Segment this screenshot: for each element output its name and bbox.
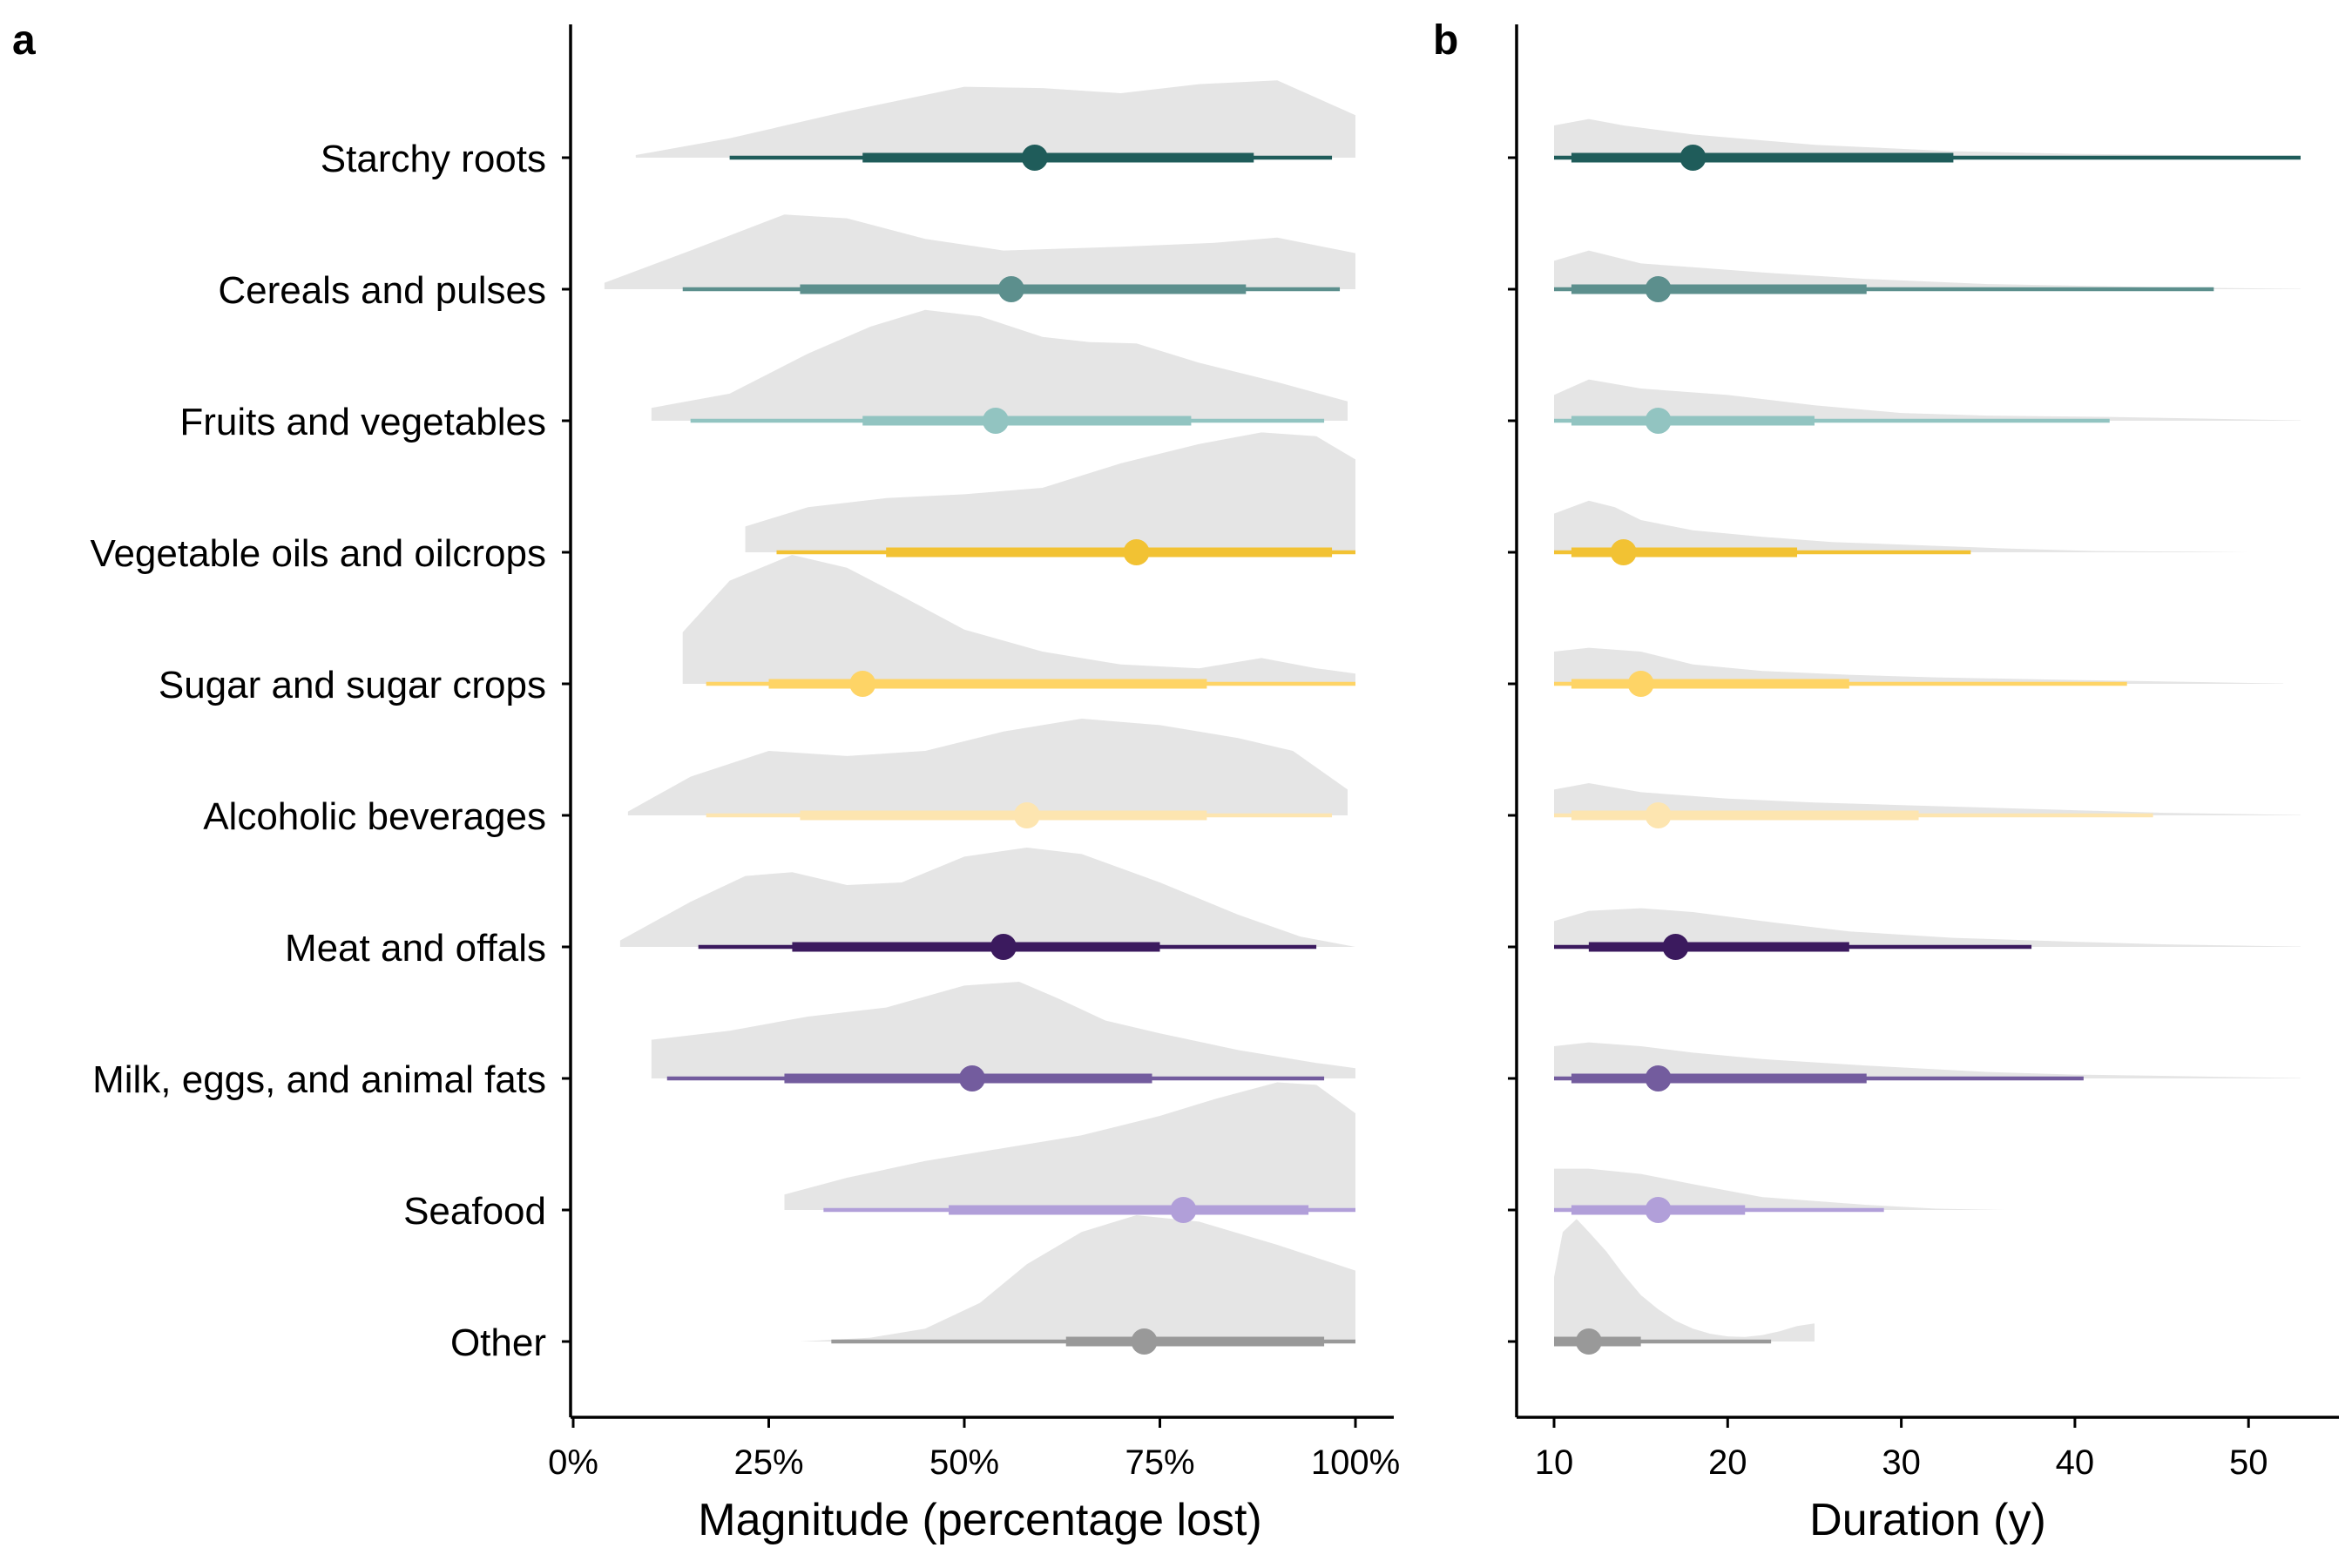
density-shape — [1554, 250, 2301, 289]
density-shape — [682, 555, 1355, 684]
median-point — [1645, 1065, 1672, 1092]
density-shape — [1554, 379, 2301, 421]
density-shape — [604, 214, 1355, 289]
category-label: Cereals and pulses — [218, 269, 546, 312]
density-shape — [1554, 1042, 2301, 1078]
x-tick-label: 100% — [1311, 1443, 1400, 1482]
density-shape — [1554, 1168, 2006, 1210]
x-tick-label: 75% — [1125, 1443, 1194, 1482]
density-shape — [1554, 1219, 1815, 1342]
panel-a-letter: a — [12, 17, 36, 64]
density-shape — [784, 1082, 1355, 1210]
category-label: Other — [450, 1321, 546, 1364]
x-tick-label: 0% — [548, 1443, 598, 1482]
median-point — [997, 276, 1024, 302]
x-tick-label: 10 — [1535, 1443, 1574, 1482]
panel-a-x-axis-title: Magnitude (percentage lost) — [698, 1495, 1262, 1545]
panel-b-plot — [1554, 118, 2301, 1355]
panel-a-ticks: 0% 25% 50% 75% 100% — [548, 156, 1400, 1482]
median-point — [1575, 1328, 1602, 1355]
density-shape — [635, 80, 1355, 158]
x-tick-label: 40 — [2056, 1443, 2095, 1482]
median-point — [1645, 802, 1672, 828]
median-point — [958, 1065, 985, 1092]
category-label: Fruits and vegetables — [179, 401, 546, 443]
category-label: Meat and offals — [285, 927, 546, 970]
category-labels: Starchy roots Cereals and pulses Fruits … — [91, 138, 546, 1364]
density-shape — [1554, 118, 2301, 158]
density-shape — [627, 719, 1348, 815]
median-point — [982, 408, 1009, 434]
median-point — [1131, 1328, 1158, 1355]
panel-b-letter: b — [1433, 17, 1458, 64]
median-point — [1662, 934, 1689, 960]
density-shape — [619, 848, 1355, 947]
x-tick-label: 50% — [929, 1443, 999, 1482]
median-point — [1021, 145, 1048, 171]
category-label: Alcoholic beverages — [203, 795, 546, 838]
density-shape — [800, 1215, 1355, 1342]
median-point — [1123, 539, 1150, 565]
density-shape — [1554, 647, 2284, 684]
median-point — [849, 671, 876, 697]
category-label: Starchy roots — [321, 138, 546, 180]
median-point — [990, 934, 1017, 960]
density-shape — [745, 432, 1355, 552]
category-label: Sugar and sugar crops — [159, 664, 546, 706]
category-label: Vegetable oils and oilcrops — [91, 532, 546, 575]
density-shape — [1554, 908, 2301, 947]
density-shape — [1554, 500, 2249, 552]
panel-b-ticks: 10 20 30 40 50 — [1508, 156, 2268, 1482]
category-label: Milk, eggs, and animal fats — [92, 1058, 546, 1101]
density-shape — [651, 982, 1355, 1078]
panel-a-plot — [604, 80, 1355, 1355]
median-point — [1627, 671, 1654, 697]
median-point — [1645, 276, 1672, 302]
median-point — [1645, 1197, 1672, 1223]
density-shape — [1554, 783, 2301, 815]
category-label: Seafood — [403, 1190, 546, 1233]
median-point — [1645, 408, 1672, 434]
x-tick-label: 25% — [733, 1443, 803, 1482]
x-tick-label: 20 — [1708, 1443, 1747, 1482]
x-tick-label: 30 — [1882, 1443, 1921, 1482]
panel-a-axes — [569, 24, 1394, 1419]
density-shape — [651, 309, 1348, 421]
median-point — [1170, 1197, 1197, 1223]
panel-b-axes — [1515, 24, 2339, 1419]
median-point — [1680, 145, 1707, 171]
panel-b-x-axis-title: Duration (y) — [1809, 1495, 2046, 1545]
median-point — [1610, 539, 1637, 565]
x-tick-label: 50 — [2229, 1443, 2268, 1482]
median-point — [1013, 802, 1040, 828]
